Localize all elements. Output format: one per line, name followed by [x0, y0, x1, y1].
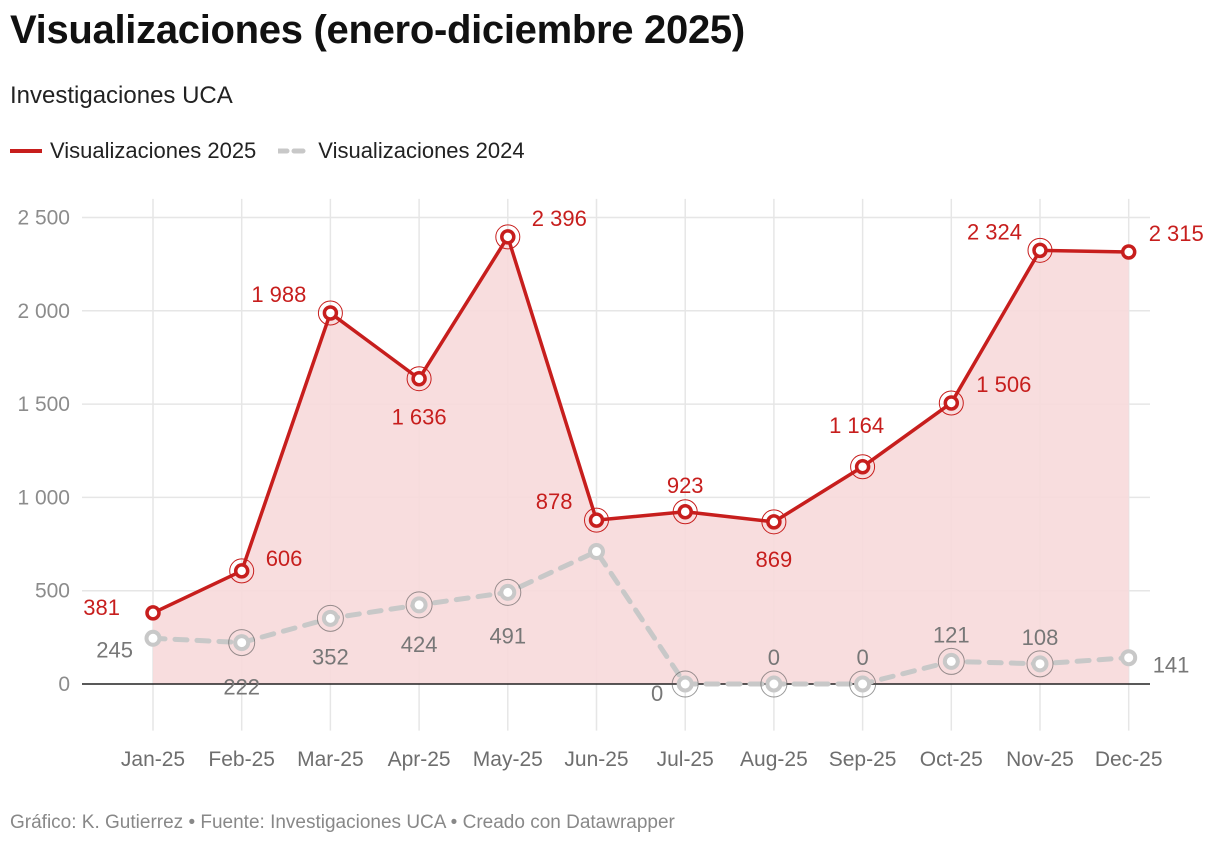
y-tick-label: 0 — [58, 673, 70, 696]
marker-2025-ring — [761, 509, 787, 535]
y-tick-label: 1 500 — [17, 393, 70, 416]
x-tick-label: Apr-25 — [388, 748, 451, 771]
x-tick-label: Dec-25 — [1095, 748, 1163, 771]
marker-2024-ring — [1026, 650, 1054, 678]
legend-label-2024: Visualizaciones 2024 — [318, 138, 525, 163]
data-label-2024: 352 — [312, 644, 349, 669]
x-tick-label: Feb-25 — [208, 748, 275, 771]
data-label-2025: 878 — [536, 489, 573, 514]
marker-2025 — [500, 229, 516, 245]
marker-2024-ring — [849, 670, 877, 698]
data-label-2025: 1 164 — [829, 413, 884, 438]
marker-2025-ring — [1027, 237, 1053, 263]
legend-item-2025: Visualizaciones 2025 — [10, 138, 256, 164]
data-label-2024: 245 — [96, 637, 133, 662]
x-tick-label: Sep-25 — [829, 748, 897, 771]
data-label-2025: 1 506 — [976, 372, 1031, 397]
data-label-2024: 0 — [856, 645, 868, 670]
marker-2025 — [1120, 244, 1137, 260]
marker-2025 — [943, 395, 960, 411]
x-tick-label: May-25 — [473, 748, 543, 771]
y-tick-label: 1 000 — [17, 486, 70, 509]
data-label-2025: 381 — [83, 595, 120, 620]
marker-2025 — [588, 512, 605, 528]
data-label-2025: 1 636 — [392, 405, 447, 430]
data-label-2025: 2 315 — [1149, 221, 1204, 246]
data-label-2024: 141 — [1153, 653, 1190, 678]
marker-2024 — [499, 583, 517, 601]
marker-2025-ring — [850, 454, 876, 480]
marker-2024 — [588, 543, 605, 561]
marker-2024-ring — [937, 647, 965, 675]
marker-2024 — [854, 675, 872, 693]
data-label-2025: 869 — [756, 547, 793, 572]
data-label-2024: 491 — [489, 623, 526, 648]
y-tick-label: 2 500 — [17, 207, 70, 230]
line-chart: 0 500 1 000 1 500 2 000 2 500 Jan-25 Feb-25 Mar-… — [17, 198, 1204, 771]
footer-credit: Gráfico: K. Gutierrez • Fuente: Investig… — [10, 812, 675, 833]
marker-2025 — [322, 305, 339, 321]
marker-2024 — [765, 675, 783, 693]
marker-2024 — [410, 596, 428, 614]
data-label-2024: 121 — [933, 622, 970, 647]
data-label-2024: 0 — [651, 681, 663, 706]
marker-2025-ring — [495, 224, 521, 250]
y-tick-label: 2 000 — [17, 300, 70, 323]
marker-2024-ring — [228, 629, 256, 657]
y-tick-label: 500 — [35, 580, 70, 603]
marker-2025 — [1032, 242, 1048, 259]
chart-title: Visualizaciones (enero-diciembre 2025) — [10, 8, 745, 52]
data-label-2025: 2 396 — [532, 206, 587, 231]
marker-2024-ring — [316, 604, 344, 632]
marker-2025 — [233, 563, 250, 579]
marker-2024 — [321, 609, 339, 627]
legend-swatch-2024 — [278, 148, 313, 154]
marker-2025-ring — [584, 507, 609, 533]
data-label-2024: 108 — [1022, 625, 1059, 650]
data-label-2024: 424 — [401, 632, 438, 657]
x-tick-label: Jun-25 — [564, 748, 628, 771]
legend-label-2025: Visualizaciones 2025 — [50, 138, 257, 163]
x-tick-label: Jul-25 — [657, 748, 714, 771]
marker-2025-ring — [672, 499, 698, 525]
area-2025 — [153, 236, 1129, 684]
data-label-2025: 923 — [667, 473, 704, 498]
marker-2025-ring — [938, 390, 964, 416]
marker-2024 — [233, 634, 251, 652]
marker-2025 — [766, 514, 782, 530]
x-tick-label: Jan-25 — [121, 748, 185, 771]
chart-subtitle: Investigaciones UCA — [10, 82, 233, 109]
series-line-2025 — [152, 235, 1129, 615]
data-label-2025: 606 — [266, 546, 303, 571]
marker-2025-ring — [317, 300, 343, 326]
marker-2024 — [1031, 655, 1049, 673]
x-tick-label: Oct-25 — [920, 748, 983, 771]
marker-2024-ring — [671, 670, 699, 698]
marker-2024-ring — [494, 578, 522, 606]
x-tick-label: Aug-25 — [740, 748, 808, 771]
marker-2025-ring — [229, 558, 255, 584]
data-label-2024: 222 — [223, 675, 260, 700]
legend-swatch-2025 — [10, 149, 42, 153]
data-label-2025: 2 324 — [967, 219, 1022, 244]
marker-2024 — [1120, 649, 1138, 667]
marker-2024 — [144, 629, 162, 647]
legend-item-2024: Visualizaciones 2024 — [278, 138, 525, 164]
marker-2024 — [676, 675, 694, 693]
marker-2025 — [854, 459, 871, 475]
marker-2024-ring — [405, 591, 433, 619]
marker-2025 — [145, 605, 161, 621]
data-label-2025: 1 988 — [251, 282, 306, 307]
series-line-2024 — [150, 548, 1132, 687]
data-label-2024: 0 — [768, 645, 780, 670]
marker-2025 — [677, 504, 693, 520]
marker-2025-ring — [406, 366, 432, 392]
marker-2025 — [411, 370, 427, 387]
marker-2024 — [942, 652, 960, 670]
legend: Visualizaciones 2025 Visualizaciones 202… — [10, 138, 547, 164]
x-tick-label: Mar-25 — [297, 748, 364, 771]
marker-2024-ring — [760, 670, 788, 698]
x-tick-label: Nov-25 — [1006, 748, 1074, 771]
